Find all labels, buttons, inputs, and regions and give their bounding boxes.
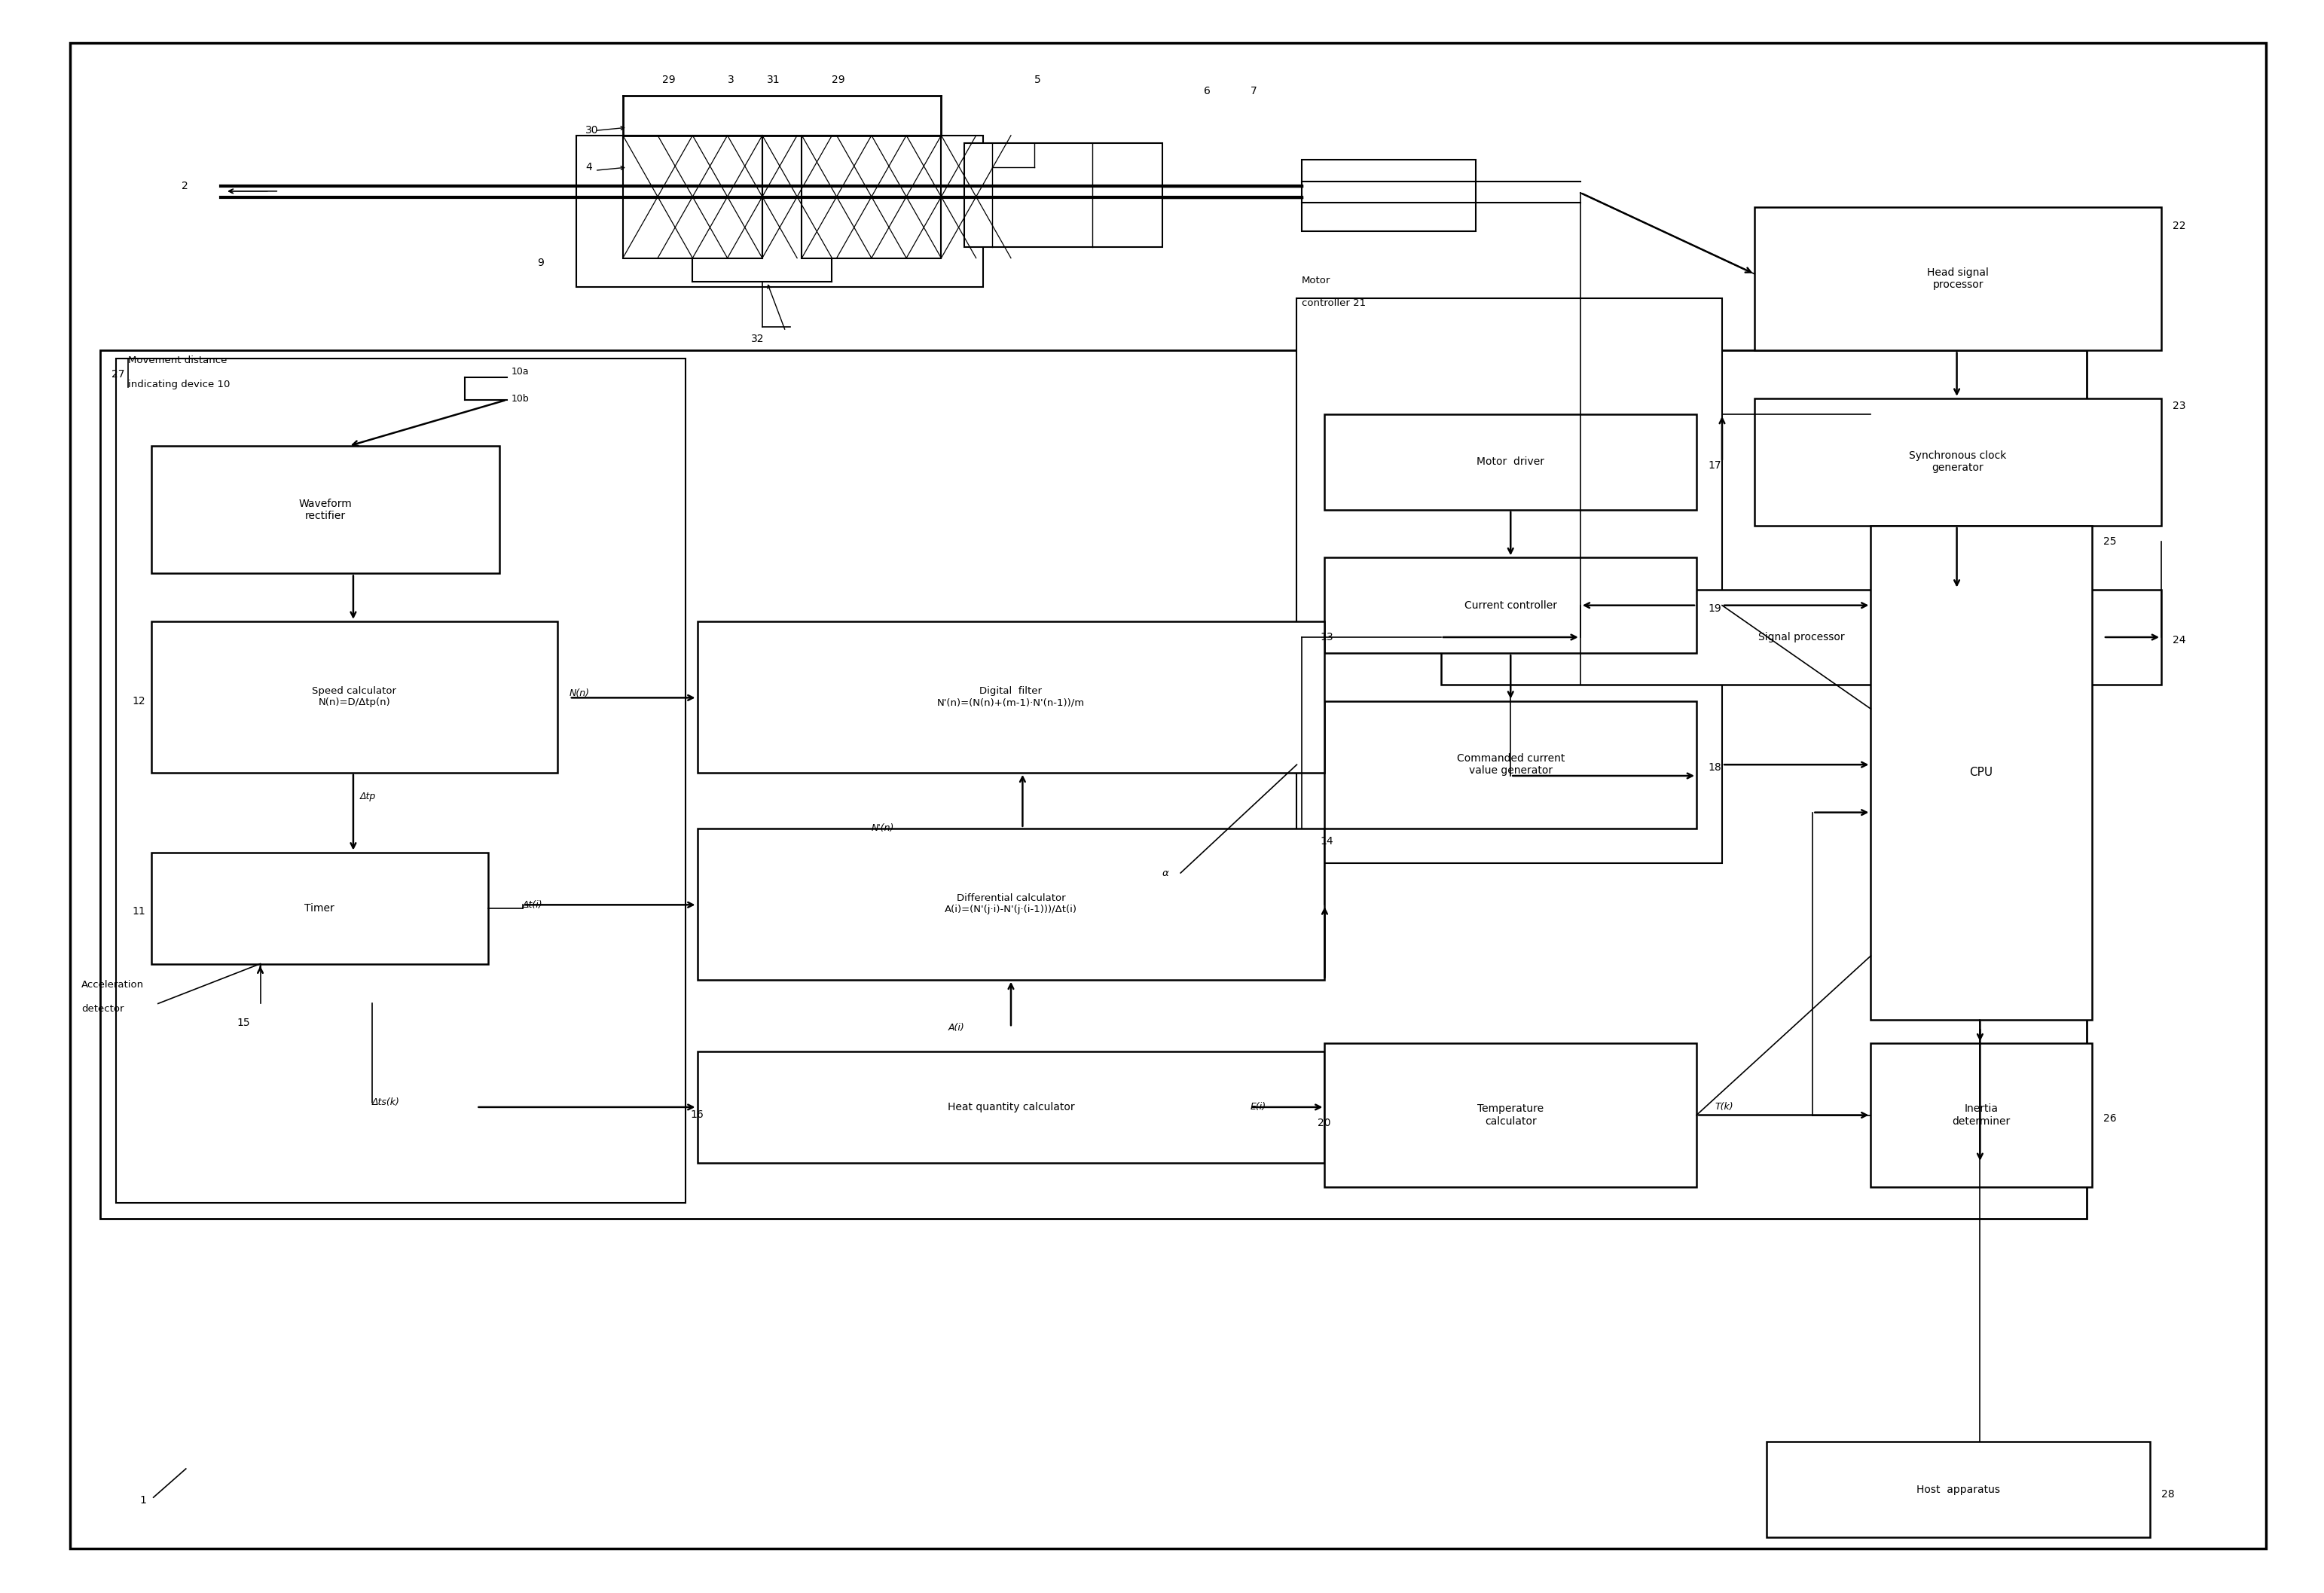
FancyBboxPatch shape [1325,414,1697,510]
Text: 4: 4 [586,162,593,172]
Text: A(i): A(i) [948,1023,964,1032]
Text: 28: 28 [2161,1489,2175,1499]
FancyBboxPatch shape [1325,558,1697,653]
Text: 12: 12 [132,696,146,706]
Text: 13: 13 [1320,632,1334,642]
Text: 15: 15 [237,1018,251,1027]
FancyBboxPatch shape [623,135,762,258]
Text: Motor  driver: Motor driver [1476,457,1545,467]
Text: 5: 5 [1034,75,1041,84]
Text: Δt(i): Δt(i) [523,900,544,910]
Text: CPU: CPU [1968,766,1994,779]
Text: Speed calculator
N(n)=D/Δtp(n): Speed calculator N(n)=D/Δtp(n) [311,687,397,707]
FancyBboxPatch shape [697,828,1325,980]
Text: 9: 9 [537,258,544,268]
Text: Host  apparatus: Host apparatus [1917,1485,1999,1494]
Text: 16: 16 [690,1110,704,1120]
FancyBboxPatch shape [151,446,500,573]
Text: Temperature
calculator: Temperature calculator [1478,1104,1543,1126]
Text: N(n): N(n) [569,688,590,698]
Text: 1: 1 [139,1496,146,1505]
Text: 3: 3 [727,75,734,84]
Text: Differential calculator
A(i)=(N'(j·i)-N'(j·(i-1)))/Δt(i): Differential calculator A(i)=(N'(j·i)-N'… [944,894,1078,914]
FancyBboxPatch shape [70,43,2266,1548]
Text: Δts(k): Δts(k) [372,1098,400,1107]
FancyBboxPatch shape [1766,1442,2150,1537]
FancyBboxPatch shape [151,621,558,773]
Text: 29: 29 [832,75,846,84]
Text: 20: 20 [1318,1118,1332,1128]
Text: 17: 17 [1708,460,1722,470]
Text: 18: 18 [1708,763,1722,773]
FancyBboxPatch shape [576,135,983,287]
FancyBboxPatch shape [1755,207,2161,350]
FancyBboxPatch shape [802,135,941,258]
Text: Δtp: Δtp [360,792,376,801]
Text: 19: 19 [1708,604,1722,613]
FancyBboxPatch shape [1325,1043,1697,1187]
Text: 22: 22 [2173,221,2187,231]
Text: 31: 31 [767,75,781,84]
Text: α: α [1162,868,1169,878]
Text: 30: 30 [586,126,600,135]
Text: 10b: 10b [511,393,530,403]
Text: detector: detector [81,1004,123,1013]
FancyBboxPatch shape [1871,526,2092,1020]
Text: 25: 25 [2103,537,2117,546]
Text: Synchronous clock
generator: Synchronous clock generator [1910,451,2006,473]
Text: Waveform
rectifier: Waveform rectifier [300,499,351,521]
Text: E(i): E(i) [1250,1102,1267,1112]
Text: Inertia
determiner: Inertia determiner [1952,1104,2010,1126]
Text: 2: 2 [181,182,188,191]
Text: 27: 27 [112,370,125,379]
Text: Timer: Timer [304,903,335,913]
Text: 24: 24 [2173,636,2187,645]
Text: 23: 23 [2173,401,2187,411]
Text: N'(n): N'(n) [872,824,895,833]
FancyBboxPatch shape [116,358,686,1203]
FancyBboxPatch shape [1325,701,1697,828]
Text: controller 21: controller 21 [1301,298,1367,307]
FancyBboxPatch shape [964,143,1162,247]
FancyBboxPatch shape [151,852,488,964]
FancyBboxPatch shape [697,621,1325,773]
Text: Movement distance: Movement distance [128,355,228,365]
FancyBboxPatch shape [697,1051,1325,1163]
Text: Commanded current
value generator: Commanded current value generator [1457,753,1564,776]
Text: 7: 7 [1250,86,1257,96]
Text: 6: 6 [1204,86,1211,96]
Text: Heat quantity calculator: Heat quantity calculator [948,1102,1074,1112]
Text: 10a: 10a [511,366,530,376]
FancyBboxPatch shape [1301,159,1476,231]
Text: 14: 14 [1320,836,1334,846]
Text: Acceleration: Acceleration [81,980,144,989]
FancyBboxPatch shape [1755,398,2161,526]
Text: 26: 26 [2103,1114,2117,1123]
Text: 29: 29 [662,75,676,84]
Text: Signal processor: Signal processor [1757,632,1845,642]
Text: Digital  filter
N'(n)=(N(n)+(m-1)·N'(n-1))/m: Digital filter N'(n)=(N(n)+(m-1)·N'(n-1)… [937,687,1085,707]
Text: 32: 32 [751,335,765,344]
FancyBboxPatch shape [100,350,2087,1219]
FancyBboxPatch shape [1441,589,2161,685]
Text: Head signal
processor: Head signal processor [1927,268,1989,290]
Text: 11: 11 [132,906,146,916]
FancyBboxPatch shape [1297,298,1722,863]
Text: indicating device 10: indicating device 10 [128,379,230,389]
Text: Current controller: Current controller [1464,601,1557,610]
FancyBboxPatch shape [1871,1043,2092,1187]
Text: Motor: Motor [1301,276,1329,285]
Text: T(k): T(k) [1715,1102,1734,1112]
